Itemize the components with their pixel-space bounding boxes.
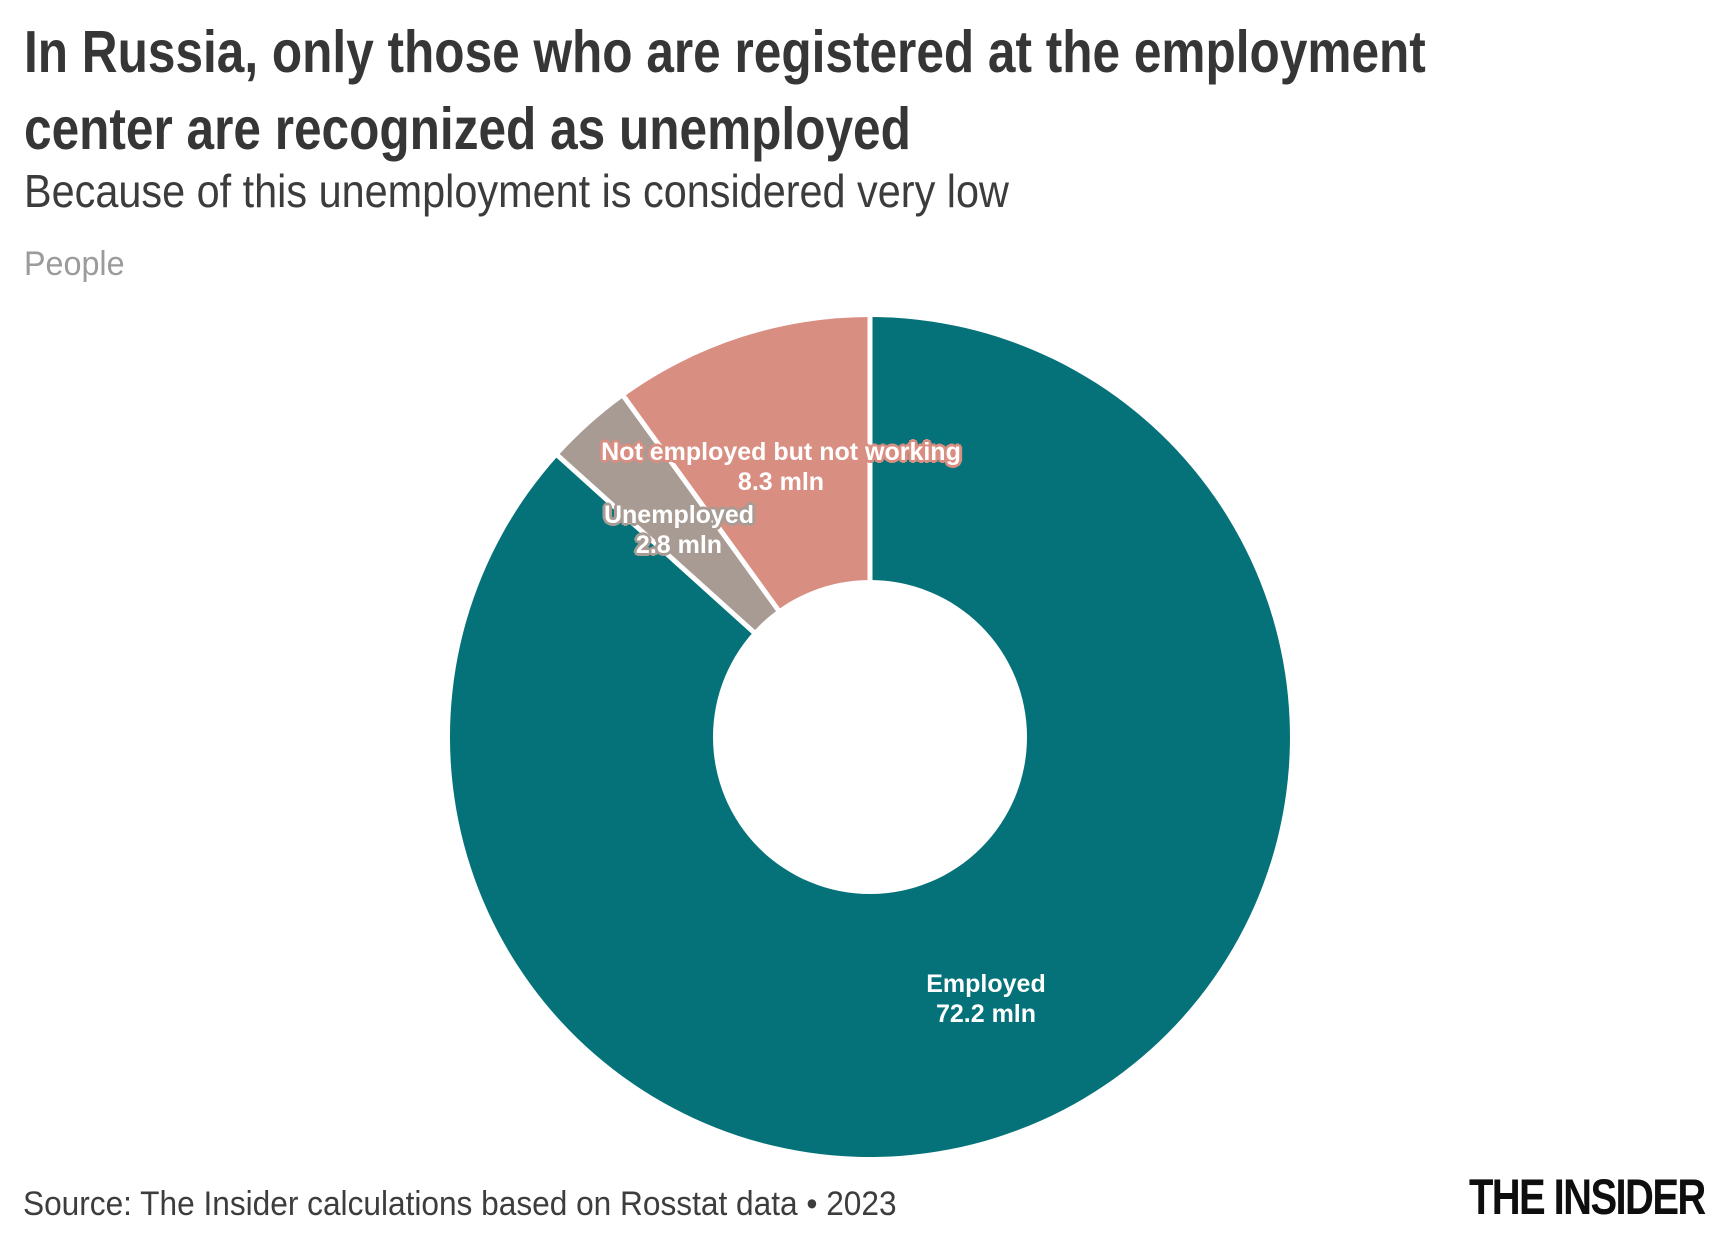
chart-title: In Russia, only those who are registered… [24, 14, 1426, 168]
slice-label-not-employed-name: Not employed but not working [601, 438, 961, 466]
donut-hole [713, 580, 1027, 894]
y-axis-unit-label: People [24, 245, 125, 283]
slice-label-not-employed-value: 8.3 mln [737, 468, 825, 496]
chart-title-line-1: In Russia, only those who are registered… [24, 19, 1426, 85]
slice-label-unemployed-value: 2.8 mln [635, 531, 723, 559]
slice-label-unemployed: Unemployed 2.8 mln [604, 500, 754, 560]
brand-logo: THE INSIDER [1469, 1169, 1706, 1225]
slice-label-not-employed: Not employed but not working 8.3 mln [601, 437, 961, 497]
slice-label-employed-value: 72.2 mln [935, 1000, 1037, 1028]
chart-subtitle: Because of this unemployment is consider… [24, 165, 1009, 217]
slice-label-employed: Employed 72.2 mln [926, 969, 1045, 1029]
source-note: Source: The Insider calculations based o… [23, 1185, 897, 1223]
chart-title-line-2: center are recognized as unemployed [24, 96, 911, 162]
slice-label-unemployed-name: Unemployed [603, 501, 755, 529]
slice-label-employed-name: Employed [926, 970, 1046, 998]
